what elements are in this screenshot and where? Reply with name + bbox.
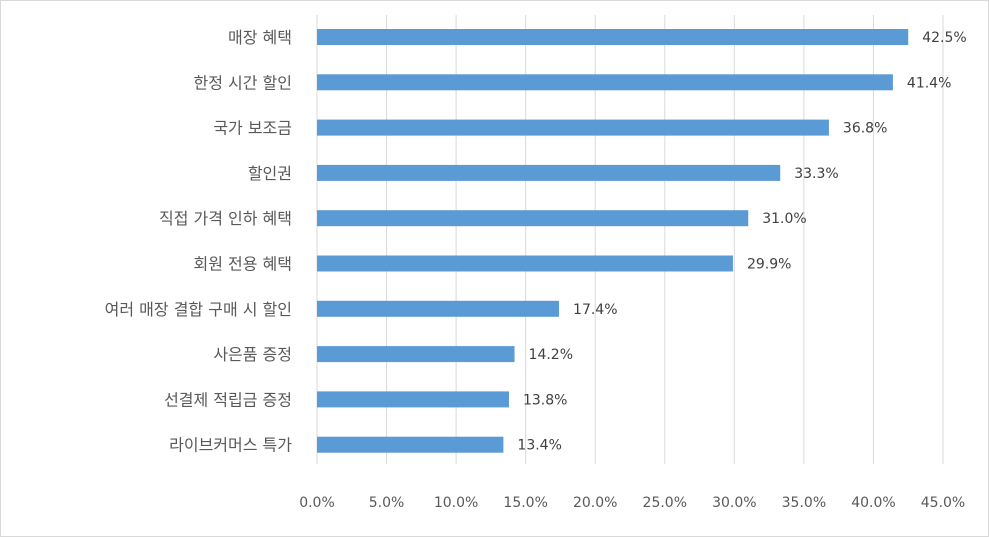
category-label: 직접 가격 인하 혜택 — [159, 209, 292, 228]
data-label: 17.4% — [573, 302, 617, 318]
x-tick-label: 0.0% — [299, 495, 335, 511]
bar — [317, 346, 515, 363]
bars — [317, 29, 909, 453]
x-tick-label: 45.0% — [921, 495, 965, 511]
bar — [317, 255, 733, 272]
data-label: 36.8% — [843, 121, 887, 137]
data-label: 33.3% — [794, 166, 838, 182]
data-label: 41.4% — [907, 75, 951, 91]
x-tick-label: 30.0% — [712, 495, 756, 511]
x-tick-label: 20.0% — [573, 495, 617, 511]
bar — [317, 74, 893, 91]
category-label: 국가 보조금 — [213, 119, 292, 138]
x-tick-label: 25.0% — [643, 495, 687, 511]
bar — [317, 391, 509, 408]
category-label: 매장 혜택 — [228, 28, 292, 47]
data-label: 42.5% — [922, 30, 966, 46]
x-axis-tick-labels: 0.0% 5.0% 10.0% 15.0% 20.0% 25.0% 30.0% 35.0% 40… — [299, 495, 965, 511]
bar — [317, 436, 504, 453]
category-label: 사은품 증정 — [213, 345, 292, 364]
category-label: 여러 매장 결합 구매 시 할인 — [105, 300, 292, 319]
bar — [317, 210, 749, 227]
data-label: 31.0% — [762, 211, 806, 227]
bar — [317, 119, 829, 136]
category-label: 한정 시간 할인 — [194, 73, 293, 92]
category-label: 라이브커머스 특가 — [169, 436, 292, 455]
data-label: 13.8% — [523, 392, 567, 408]
bar — [317, 29, 909, 45]
category-label: 회원 전용 혜택 — [194, 255, 293, 274]
data-label: 13.4% — [517, 438, 561, 454]
bar — [317, 300, 560, 317]
category-label: 선결제 적립금 증정 — [164, 390, 292, 409]
data-label: 14.2% — [529, 347, 573, 363]
data-label: 29.9% — [747, 257, 791, 273]
data-labels: 42.5% 41.4% 36.8% 33.3% 31.0% 29.9% 17.4% 14.2%… — [517, 30, 966, 454]
x-tick-label: 10.0% — [434, 495, 478, 511]
x-tick-label: 35.0% — [782, 495, 826, 511]
x-tick-label: 5.0% — [369, 495, 405, 511]
category-label: 할인권 — [248, 164, 292, 183]
x-tick-label: 15.0% — [503, 495, 547, 511]
bar — [317, 164, 781, 181]
x-tick-label: 40.0% — [851, 495, 895, 511]
